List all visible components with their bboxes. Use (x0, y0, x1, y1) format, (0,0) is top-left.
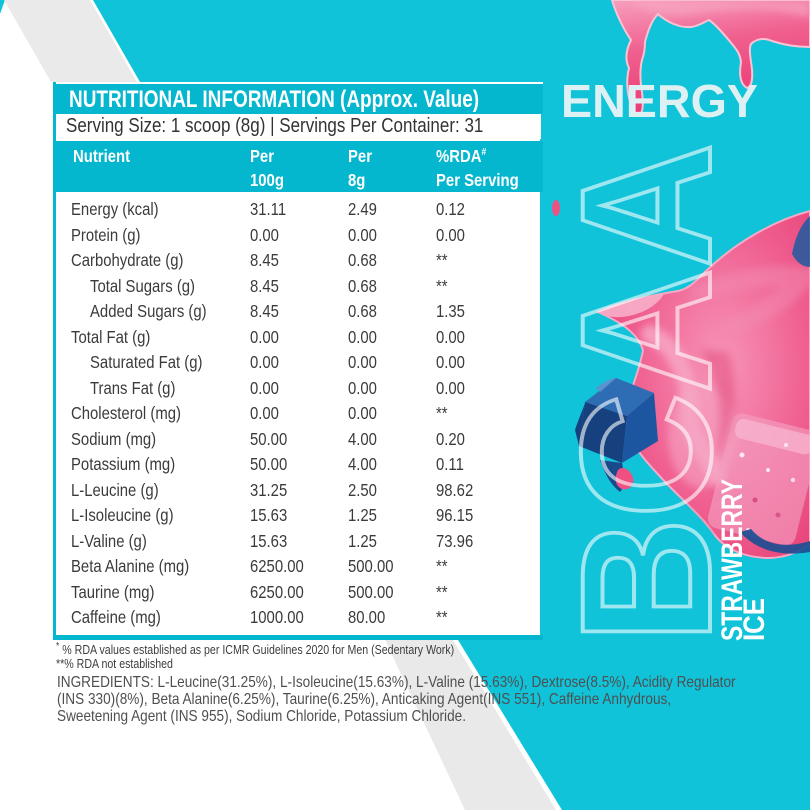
svg-text:STRAWBERRY: STRAWBERRY (716, 479, 749, 641)
svg-text:ENERGY: ENERGY (561, 75, 758, 127)
svg-text:BCAA: BCAA (544, 143, 750, 643)
svg-text:ICE: ICE (738, 598, 771, 641)
